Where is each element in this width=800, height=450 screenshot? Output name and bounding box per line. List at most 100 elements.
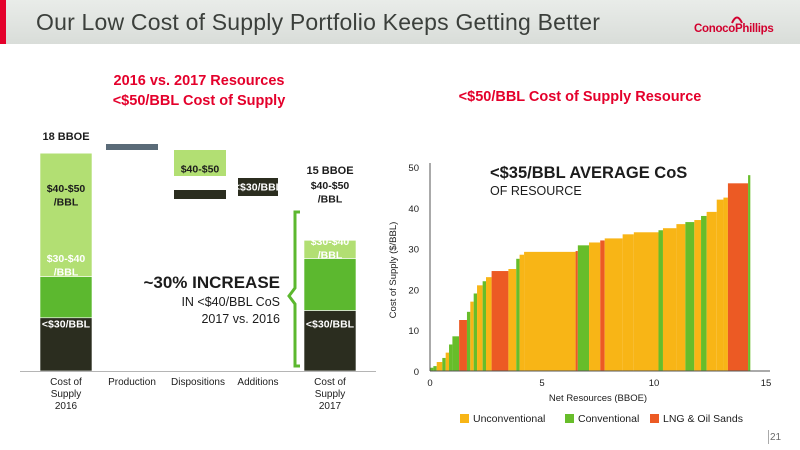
left-chart-title-line2: <$50/BBL Cost of Supply [112, 93, 286, 109]
x-axis-label: Net Resources (BBOE) [549, 393, 647, 404]
cost-step-bar [589, 242, 601, 371]
bar-segment-lt30-4 [303, 310, 357, 372]
bar-segment-30-40-0 [39, 276, 93, 319]
legend-label-1: Conventional [578, 413, 639, 425]
cost-step-bar [477, 285, 483, 371]
label-2017-30-40-1: /BBL [318, 249, 343, 261]
category-label-0-1: Supply [51, 389, 82, 400]
legend-swatch-1 [565, 414, 574, 423]
bar-segment-lt30-0 [39, 317, 93, 372]
cost-step-bar [473, 293, 478, 371]
label-2016-40-50-0: $40-$50 [47, 183, 86, 195]
cost-step-bar [622, 234, 634, 371]
slide-header: Our Low Cost of Supply Portfolio Keeps G… [6, 0, 800, 44]
right-chart-title: <$50/BBL Cost of Supply Resource [458, 89, 702, 105]
category-label-2-0: Dispositions [171, 377, 225, 388]
cost-step-bar [748, 175, 751, 371]
label-dispositions-0: $40-$50 [181, 164, 220, 176]
cost-step-bar [658, 230, 663, 371]
bar-segment-30-40-4 [303, 258, 357, 311]
cost-step-bar [508, 269, 517, 371]
cost-step-bar [577, 245, 590, 371]
legend-label-2: LNG & Oil Sands [663, 413, 743, 425]
cost-step-bar [524, 251, 576, 371]
category-label-0-0: Cost of [50, 377, 82, 388]
slide-title: Our Low Cost of Supply Portfolio Keeps G… [36, 9, 601, 35]
label-2016-lt30-0: <$30/BBL [42, 319, 91, 331]
bracket-shape [287, 210, 300, 368]
label-2016-40-50-1: /BBL [54, 196, 79, 208]
cost-step-bar [430, 367, 434, 371]
callout-line3: 2017 vs. 2016 [201, 312, 280, 326]
x-tick-label: 5 [539, 378, 544, 389]
y-tick-label: 50 [408, 163, 419, 174]
cost-step-bar [519, 254, 525, 371]
category-label-4-1: Supply [315, 389, 346, 400]
total-2017-label: 15 BBOE [306, 165, 353, 177]
cost-step-bar [436, 362, 443, 371]
cost-step-bar [716, 199, 724, 371]
logo-text: ConocoPhillips [694, 23, 774, 35]
production-bar [106, 144, 158, 150]
bar-segment-40-50-4 [303, 240, 357, 259]
label-additions-0: <$30/BBL [234, 182, 283, 194]
cost-step-bar [723, 197, 728, 371]
legend-label-0: Unconventional [473, 413, 545, 425]
y-tick-label: 20 [408, 285, 419, 296]
bar-segment-40-50-0 [39, 152, 93, 277]
annotation-line1: <$35/BBL AVERAGE CoS [490, 164, 687, 182]
cost-step-bar [491, 271, 509, 371]
legend-swatch-2 [650, 414, 659, 423]
cost-step-bar [482, 281, 486, 371]
cost-step-bar [600, 240, 605, 371]
category-label-4-2: 2017 [319, 401, 342, 412]
label-2017-30-40-0: $30-$40 [311, 236, 350, 248]
brand-accent-bar [0, 0, 6, 44]
cost-step-bar [459, 320, 467, 371]
cost-step-bar [604, 238, 623, 371]
label-2017-lt30-0: <$30/BBL [306, 319, 355, 331]
category-label-0-2: 2016 [55, 401, 78, 412]
cost-step-bar [701, 215, 707, 371]
y-axis-label: Cost of Supply ($/BBL) [388, 222, 399, 319]
annotation-line2: OF RESOURCE [490, 184, 582, 198]
cost-step-bar [449, 344, 453, 371]
cost-step-bar [466, 311, 471, 371]
cost-step-bar [486, 277, 492, 371]
x-tick-label: 0 [427, 378, 432, 389]
category-label-1-0: Production [108, 377, 156, 388]
dispositions-bar-dark [174, 190, 226, 199]
page-number-divider [768, 430, 769, 444]
x-tick-label: 10 [649, 378, 660, 389]
label-2016-30-40-1: /BBL [54, 266, 79, 278]
cost-step-bar [575, 251, 578, 371]
cost-step-bar [445, 352, 450, 371]
dispositions-bar [174, 150, 226, 176]
category-label-3-0: Additions [237, 377, 278, 388]
page-number: 21 [770, 432, 782, 443]
cost-step-bar [452, 336, 460, 371]
logo-mark-icon [731, 16, 743, 24]
cost-step-bar [442, 357, 446, 371]
y-tick-label: 30 [408, 245, 419, 256]
x-tick-label: 15 [761, 378, 772, 389]
cost-step-bar [694, 220, 702, 371]
callout-line2: IN <$40/BBL CoS [181, 295, 280, 309]
cost-step-bar [676, 224, 686, 371]
label-2016-30-40-0: $30-$40 [47, 253, 86, 265]
cost-step-bar [633, 232, 659, 371]
cost-step-bar [662, 228, 677, 371]
callout-big: ~30% INCREASE [143, 273, 280, 292]
cost-step-bar [470, 301, 474, 371]
cost-step-bar [706, 211, 717, 371]
y-tick-label: 0 [414, 367, 419, 378]
legend-swatch-0 [460, 414, 469, 423]
cost-step-bar [516, 258, 520, 371]
y-tick-label: 40 [408, 204, 419, 215]
conocophillips-logo: ConocoPhillips [694, 14, 786, 36]
cost-step-bar [685, 222, 695, 371]
y-tick-label: 10 [408, 326, 419, 337]
additions-bar [238, 178, 278, 196]
